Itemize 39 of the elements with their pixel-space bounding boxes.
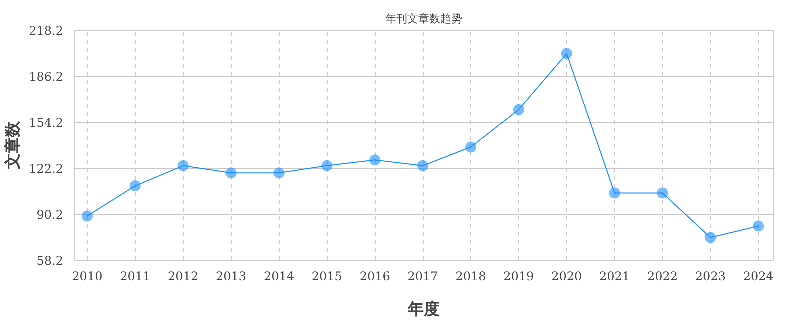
x-tick-label: 2024: [743, 270, 774, 284]
chart-title: 年刊文章数趋势: [386, 12, 462, 26]
x-axis-title: 年度: [407, 300, 440, 318]
point: [705, 232, 716, 244]
x-tick-label: 2011: [120, 270, 151, 284]
y-tick-label: 186.2: [29, 70, 64, 84]
x-tick-label: 2021: [600, 270, 630, 284]
x-tick-label: 2018: [456, 270, 486, 284]
point: [130, 180, 141, 192]
x-tick-label: 2013: [216, 270, 247, 284]
point: [322, 160, 333, 172]
y-tick-label: 90.2: [36, 208, 64, 222]
x-tick-label: 2017: [408, 270, 438, 284]
x-tick-label: 2022: [647, 270, 678, 284]
point: [274, 168, 285, 179]
x-tick-label: 2023: [695, 270, 726, 284]
point: [418, 160, 429, 172]
y-tick-label: 58.2: [36, 254, 64, 268]
point: [753, 220, 764, 232]
point: [465, 142, 476, 153]
x-tick-label: 2015: [312, 270, 342, 284]
point: [657, 188, 668, 199]
point: [82, 210, 93, 222]
x-tick-label: 2016: [360, 270, 390, 284]
x-tick-label: 2014: [264, 270, 295, 284]
y-tick-label: 218.2: [29, 24, 64, 38]
y-axis-title: 文章数: [3, 120, 22, 170]
point: [370, 154, 381, 166]
point: [513, 104, 524, 116]
y-tick-label: 154.2: [29, 116, 64, 130]
x-tick-label: 2010: [72, 270, 103, 284]
point: [561, 48, 572, 60]
point: [226, 168, 237, 179]
x-tick-label: 2020: [552, 270, 582, 284]
y-tick-label: 122.2: [29, 162, 64, 176]
x-tick-label: 2012: [168, 270, 199, 284]
x-tick-label: 2019: [504, 270, 534, 284]
point: [178, 160, 189, 172]
point: [609, 188, 620, 199]
